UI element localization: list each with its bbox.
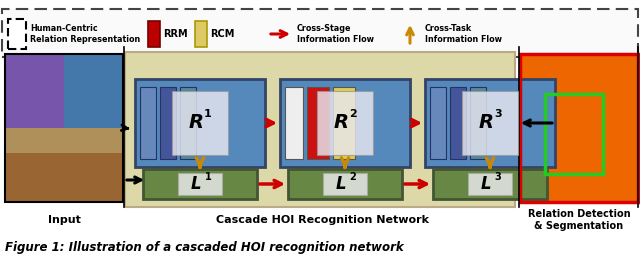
Bar xyxy=(195,21,207,47)
Bar xyxy=(288,169,402,199)
Bar xyxy=(317,91,373,155)
Bar xyxy=(333,87,355,159)
Bar xyxy=(5,54,123,202)
Bar xyxy=(143,169,257,199)
Text: Human-Centric
Relation Representation: Human-Centric Relation Representation xyxy=(30,24,140,44)
Bar xyxy=(180,87,196,159)
Text: R: R xyxy=(479,113,493,133)
Text: 2: 2 xyxy=(349,172,356,182)
Bar xyxy=(135,79,265,167)
Bar xyxy=(172,91,228,155)
Text: Cross-Task
Information Flow: Cross-Task Information Flow xyxy=(425,24,502,44)
Bar xyxy=(520,54,638,202)
Bar xyxy=(545,94,603,174)
Bar xyxy=(280,79,410,167)
Text: Figure 1: Illustration of a cascaded HOI recognition network: Figure 1: Illustration of a cascaded HOI… xyxy=(5,241,404,254)
Text: 3: 3 xyxy=(494,109,502,119)
Text: R: R xyxy=(333,113,349,133)
Bar xyxy=(148,21,160,47)
Text: L: L xyxy=(481,175,492,193)
Text: 1: 1 xyxy=(204,109,212,119)
Bar xyxy=(520,54,638,202)
Bar xyxy=(323,173,367,195)
Bar xyxy=(520,54,638,202)
Bar xyxy=(125,52,515,207)
Text: 2: 2 xyxy=(349,109,357,119)
Bar xyxy=(5,54,64,128)
Bar xyxy=(470,87,486,159)
Bar xyxy=(307,87,329,159)
Bar xyxy=(433,169,547,199)
Text: Cascade HOI Recognition Network: Cascade HOI Recognition Network xyxy=(216,215,429,225)
Bar xyxy=(8,19,26,49)
Bar xyxy=(430,87,446,159)
Bar xyxy=(5,153,123,202)
Text: L: L xyxy=(336,175,346,193)
Text: RRM: RRM xyxy=(163,29,188,39)
Text: 3: 3 xyxy=(495,172,501,182)
Bar xyxy=(2,9,638,57)
Text: R: R xyxy=(189,113,204,133)
Text: Cross-Stage
Information Flow: Cross-Stage Information Flow xyxy=(297,24,374,44)
Text: L: L xyxy=(191,175,202,193)
Bar xyxy=(140,87,156,159)
Text: 1: 1 xyxy=(205,172,211,182)
Bar xyxy=(5,54,123,202)
Bar xyxy=(425,79,555,167)
Text: Input: Input xyxy=(47,215,81,225)
Bar xyxy=(178,173,222,195)
Text: Relation Detection
& Segmentation: Relation Detection & Segmentation xyxy=(528,209,630,231)
Bar xyxy=(450,87,466,159)
Bar xyxy=(462,91,518,155)
Bar xyxy=(160,87,176,159)
Bar xyxy=(285,87,303,159)
Bar xyxy=(468,173,512,195)
Text: RCM: RCM xyxy=(210,29,234,39)
Bar xyxy=(64,54,123,128)
